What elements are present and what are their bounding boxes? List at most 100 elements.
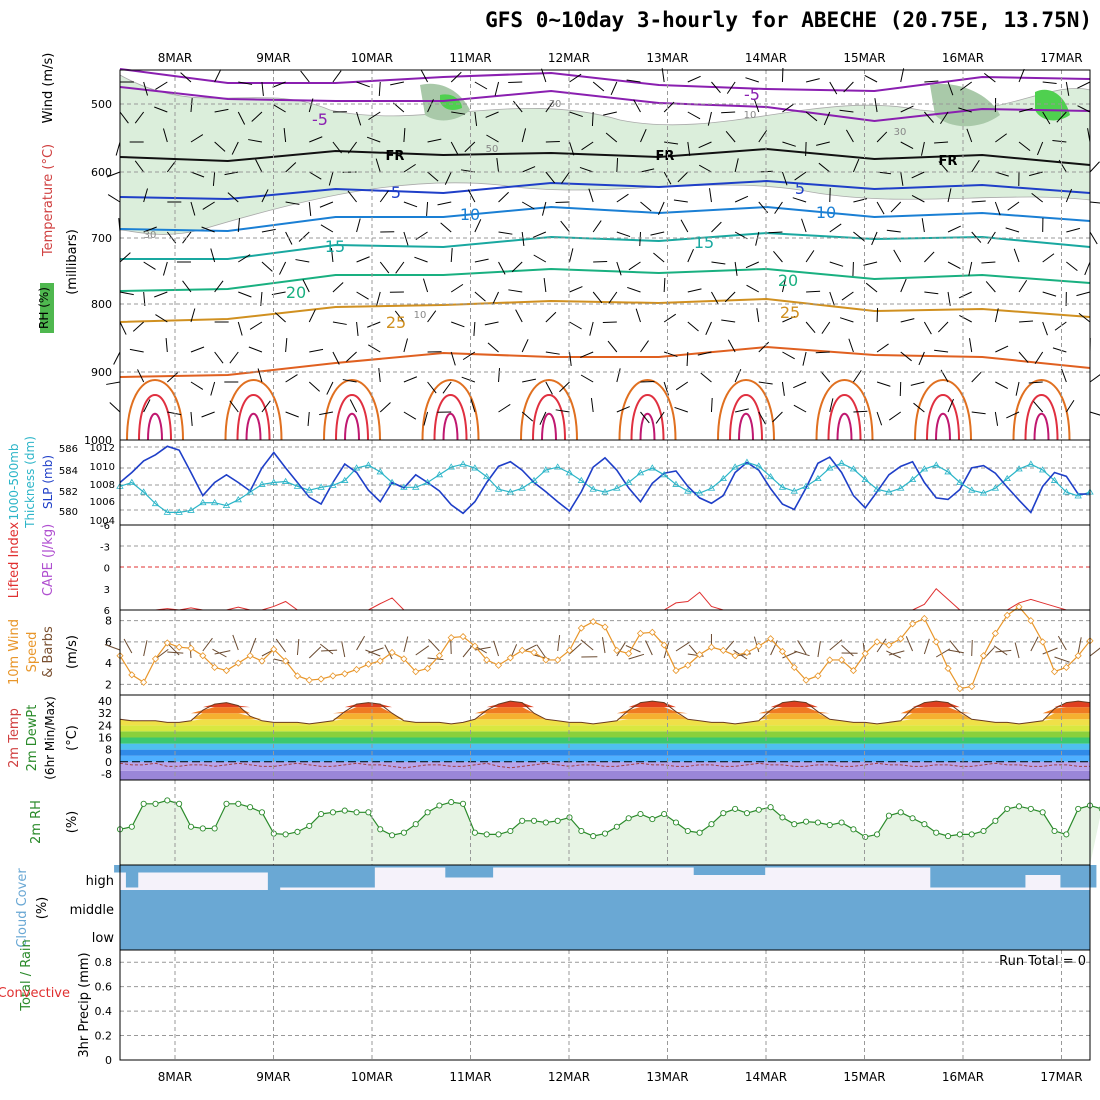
wind-barb [893,249,902,263]
cloud-high-bar [610,865,624,868]
precip-tick-label: 0.2 [95,1030,113,1043]
cloud-high-bar [717,865,730,875]
wind-barb [224,171,239,176]
wind-barb [450,351,456,366]
temperature-contour [323,379,381,441]
wind-barb [403,231,409,246]
contour-label: 30 [894,127,907,138]
rh-point [282,831,289,838]
thickness-point [885,488,893,495]
wind-barb [845,129,854,143]
cloud-high-bar [894,865,908,868]
rh-point [601,830,609,837]
cloud-high-bar [587,865,600,868]
day-label-bottom: 9MAR [256,1070,291,1084]
temperature-axis-label: Temperature (°C) [41,144,56,257]
wind-barb [308,201,312,216]
cloud-high-bar [977,865,990,888]
wind-barb [214,280,224,293]
contour-label: FR [656,149,675,164]
wind-barb [853,231,865,242]
thickness-point [684,487,692,494]
wind-barb [1036,141,1044,156]
wind-barb [155,314,168,323]
wind-barb [886,229,901,233]
rh-peak-region [440,94,462,110]
thickness-point [364,461,373,468]
cloud-high-bar [149,865,162,873]
wind-barb [1056,111,1067,123]
thickness-point [506,488,515,495]
wind-barb [829,291,835,306]
wind-barb [852,158,860,173]
wind-barb [545,381,553,395]
lifted-tick-label: 6 [104,606,110,617]
wind-speed-point [613,646,621,654]
rh-point [661,810,668,818]
thickness-tick-label: 582 [59,487,78,498]
wind-barb [422,278,429,293]
wind-barb [1013,248,1020,263]
wind-barb [958,107,972,113]
rh-point [507,827,514,835]
wind-barb [521,411,534,422]
wind-speed-point [625,649,633,658]
wind-barb [214,650,231,655]
wind-barb [994,201,1001,216]
temperature-contour [630,394,665,441]
wind-barb [201,226,215,233]
slp-tick-label: 1012 [90,443,115,454]
wind-barb [876,201,885,215]
wind-barb [238,291,252,298]
thickness-point [802,482,810,489]
rh-point [921,821,928,828]
temp2m-unit-label: (°C) [65,725,80,751]
wind-speed-point [944,664,952,673]
wind-barb [610,81,618,95]
wind-barb [635,308,641,323]
wind-barb [237,321,243,336]
wind-barb [995,345,1009,353]
thickness-point [956,478,964,485]
rh-point [684,827,691,835]
temp-band [120,770,1090,780]
temp-tick-label: 40 [98,695,112,708]
thickness-point [695,489,704,496]
rh-point [176,800,183,807]
temperature-contour [520,379,578,441]
wind-barb [876,411,883,426]
cloud-high-bar [374,865,387,868]
wind-speed-point [471,642,479,650]
wind-barb [876,381,891,387]
day-label-top: 12MAR [548,51,590,65]
wind-barb [640,411,650,424]
wind-barb [663,277,666,293]
wind-speed-point [956,685,964,693]
cloud-high-bar [835,865,848,868]
thickness-point [944,468,952,475]
temp-band [120,731,1090,738]
wind-barb [1018,68,1025,83]
rh-point [1027,805,1034,812]
wind-barb [782,103,795,113]
temp-tick-label: 8 [105,744,112,757]
wind-barb [616,157,619,173]
cloud-high-bar [882,865,896,868]
wind-barb [794,650,810,657]
panel-frame [119,949,1091,1061]
wind-barb [427,310,437,323]
wind-barb [677,171,689,183]
wind-barb [569,351,572,366]
wind-barb [805,111,818,122]
wind-barb [332,321,347,325]
day-label-bottom: 13MAR [646,1070,688,1084]
wind-barb [1007,201,1020,211]
wind-barb [805,321,816,334]
wind-barb [853,370,862,383]
wind-barb [755,231,760,246]
wind-speed-point [873,638,881,646]
cloud-high-bar [906,865,919,868]
pressure-tick-label: 800 [91,298,112,311]
wind-barb [379,261,390,274]
wind-barb [561,171,570,184]
